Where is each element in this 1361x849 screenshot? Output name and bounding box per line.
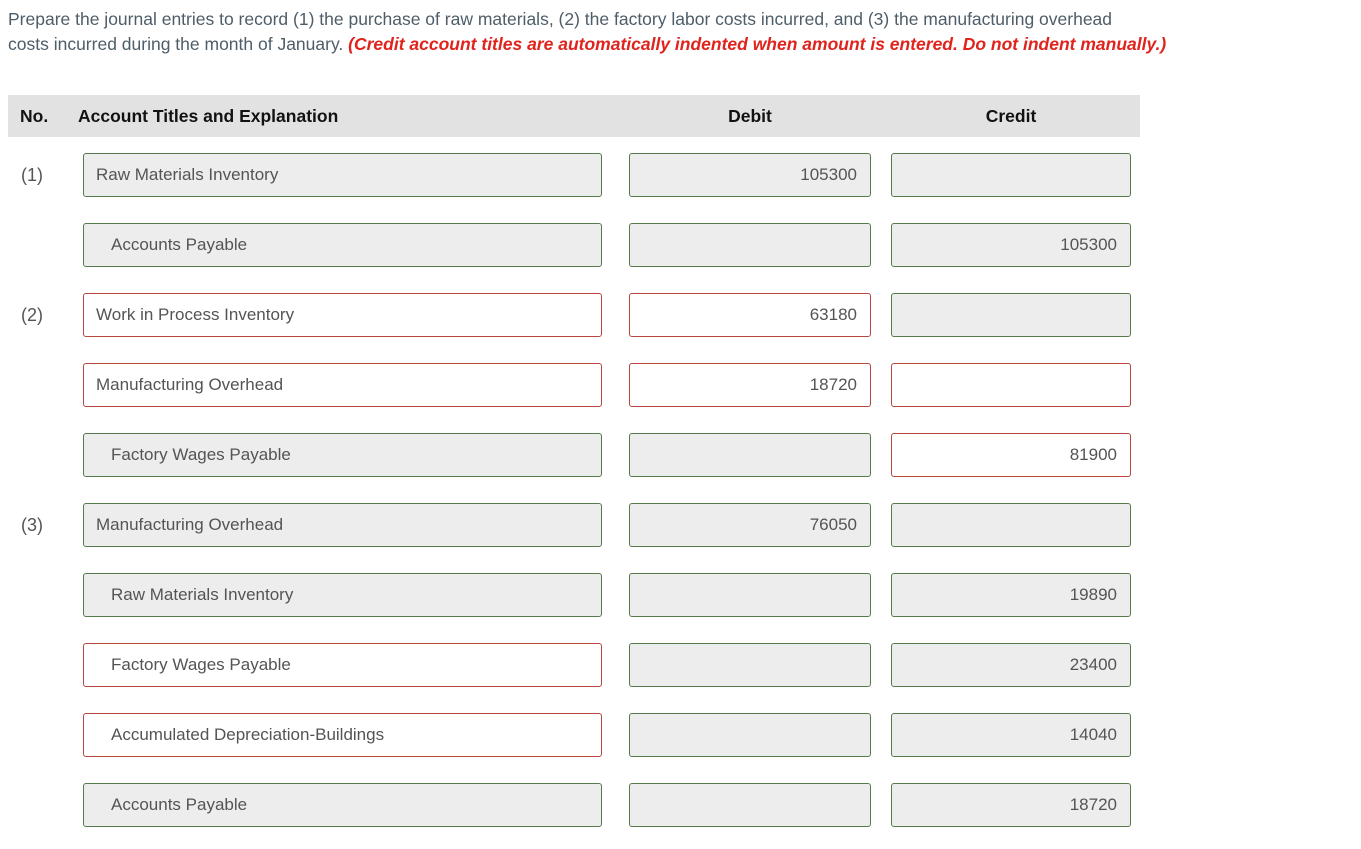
credit-amount-input[interactable] — [891, 152, 1131, 197]
credit-amount-input[interactable] — [891, 572, 1131, 617]
credit-amount-input[interactable] — [891, 712, 1131, 757]
credit-amount-input[interactable] — [891, 292, 1131, 337]
entry-number: (1) — [21, 164, 43, 185]
header-debit: Debit — [728, 105, 772, 126]
journal-row — [0, 222, 1361, 267]
journal-table-header: No. Account Titles and Explanation Debit… — [8, 94, 1140, 137]
journal-row — [0, 362, 1361, 407]
journal-row: (2) — [0, 292, 1361, 337]
debit-amount-input[interactable] — [629, 572, 871, 617]
debit-amount-input[interactable] — [629, 222, 871, 267]
credit-amount-input[interactable] — [891, 432, 1131, 477]
account-title-input[interactable] — [83, 292, 602, 337]
debit-amount-input[interactable] — [629, 782, 871, 827]
journal-row: (1) — [0, 152, 1361, 197]
header-account: Account Titles and Explanation — [78, 105, 339, 126]
account-title-input[interactable] — [83, 572, 602, 617]
credit-amount-input[interactable] — [891, 222, 1131, 267]
debit-amount-input[interactable] — [629, 362, 871, 407]
instructions: Prepare the journal entries to record (1… — [8, 7, 1353, 58]
debit-amount-input[interactable] — [629, 712, 871, 757]
journal-row — [0, 572, 1361, 617]
journal-row: (3) — [0, 502, 1361, 547]
debit-amount-input[interactable] — [629, 292, 871, 337]
credit-amount-input[interactable] — [891, 502, 1131, 547]
journal-row — [0, 432, 1361, 477]
debit-amount-input[interactable] — [629, 152, 871, 197]
journal-row — [0, 642, 1361, 687]
entry-number: (3) — [21, 514, 43, 535]
account-title-input[interactable] — [83, 362, 602, 407]
account-title-input[interactable] — [83, 782, 602, 827]
account-title-input[interactable] — [83, 222, 602, 267]
instructions-red-note: (Credit account titles are automatically… — [348, 34, 1167, 55]
journal-rows: (1) (2) (3) — [0, 152, 1361, 827]
credit-amount-input[interactable] — [891, 642, 1131, 687]
journal-row — [0, 712, 1361, 757]
account-title-input[interactable] — [83, 712, 602, 757]
account-title-input[interactable] — [83, 642, 602, 687]
instructions-line1: Prepare the journal entries to record (1… — [8, 9, 1113, 29]
credit-amount-input[interactable] — [891, 362, 1131, 407]
debit-amount-input[interactable] — [629, 642, 871, 687]
debit-amount-input[interactable] — [629, 502, 871, 547]
debit-amount-input[interactable] — [629, 432, 871, 477]
journal-row — [0, 782, 1361, 827]
account-title-input[interactable] — [83, 152, 602, 197]
account-title-input[interactable] — [83, 502, 602, 547]
entry-number: (2) — [21, 304, 43, 325]
account-title-input[interactable] — [83, 432, 602, 477]
header-credit: Credit — [985, 105, 1037, 126]
credit-amount-input[interactable] — [891, 782, 1131, 827]
instructions-line2: costs incurred during the month of Janua… — [8, 34, 344, 55]
header-no: No. — [20, 105, 49, 126]
